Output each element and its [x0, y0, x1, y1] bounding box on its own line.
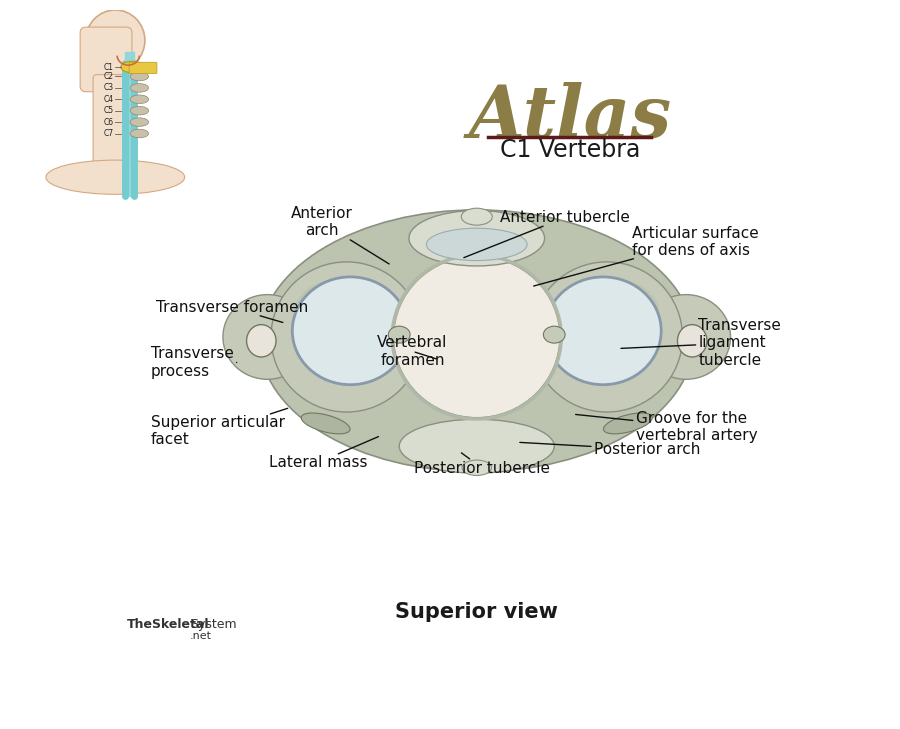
Text: Transverse
process: Transverse process — [151, 346, 237, 379]
Ellipse shape — [544, 326, 565, 343]
Ellipse shape — [223, 295, 312, 379]
Ellipse shape — [462, 460, 491, 475]
Text: C4: C4 — [104, 95, 113, 104]
Text: TheSkeletal: TheSkeletal — [126, 617, 209, 631]
Ellipse shape — [294, 281, 353, 332]
Ellipse shape — [461, 208, 492, 225]
Ellipse shape — [678, 324, 707, 357]
Text: C7: C7 — [104, 129, 113, 138]
Ellipse shape — [46, 160, 184, 195]
Text: .net: .net — [190, 631, 212, 641]
Ellipse shape — [603, 413, 652, 434]
Text: C1 Vertebra: C1 Vertebra — [500, 138, 640, 162]
Ellipse shape — [130, 118, 148, 126]
Text: Superior view: Superior view — [395, 602, 558, 622]
Text: System: System — [190, 617, 237, 631]
Ellipse shape — [130, 129, 148, 138]
Text: C6: C6 — [104, 117, 113, 127]
Ellipse shape — [292, 277, 409, 385]
Text: C3: C3 — [104, 83, 113, 93]
Text: Anterior
arch: Anterior arch — [291, 206, 389, 264]
Ellipse shape — [130, 95, 148, 104]
Text: Posterior arch: Posterior arch — [520, 442, 700, 457]
FancyBboxPatch shape — [130, 62, 157, 74]
Ellipse shape — [121, 61, 143, 73]
Text: Vertebral
foramen: Vertebral foramen — [377, 335, 447, 367]
Text: Lateral mass: Lateral mass — [269, 437, 379, 470]
Ellipse shape — [130, 72, 148, 81]
Text: Transverse
ligament
tubercle: Transverse ligament tubercle — [621, 318, 781, 368]
Ellipse shape — [260, 210, 694, 472]
Ellipse shape — [642, 295, 731, 379]
Ellipse shape — [247, 324, 276, 357]
Text: Groove for the
vertebral artery: Groove for the vertebral artery — [576, 411, 757, 443]
Ellipse shape — [409, 211, 544, 266]
Ellipse shape — [302, 413, 350, 434]
Ellipse shape — [389, 326, 410, 343]
Ellipse shape — [130, 106, 148, 115]
Ellipse shape — [531, 262, 682, 412]
Text: Superior articular
facet: Superior articular facet — [151, 408, 288, 447]
FancyBboxPatch shape — [80, 27, 132, 92]
Text: Posterior tubercle: Posterior tubercle — [414, 453, 550, 475]
Text: C5: C5 — [104, 106, 113, 115]
Ellipse shape — [130, 84, 148, 92]
Text: Atlas: Atlas — [468, 82, 671, 153]
Ellipse shape — [400, 419, 554, 473]
Circle shape — [86, 10, 145, 71]
Ellipse shape — [427, 228, 527, 260]
Text: Anterior tubercle: Anterior tubercle — [464, 210, 629, 257]
Ellipse shape — [393, 256, 560, 418]
Ellipse shape — [271, 262, 422, 412]
Ellipse shape — [130, 63, 148, 71]
Text: C1: C1 — [104, 63, 113, 71]
Text: C2: C2 — [104, 72, 113, 81]
Text: Articular surface
for dens of axis: Articular surface for dens of axis — [534, 226, 759, 286]
Ellipse shape — [601, 281, 660, 332]
Text: Transverse foramen: Transverse foramen — [156, 300, 308, 322]
Ellipse shape — [545, 277, 662, 385]
FancyBboxPatch shape — [93, 74, 130, 165]
